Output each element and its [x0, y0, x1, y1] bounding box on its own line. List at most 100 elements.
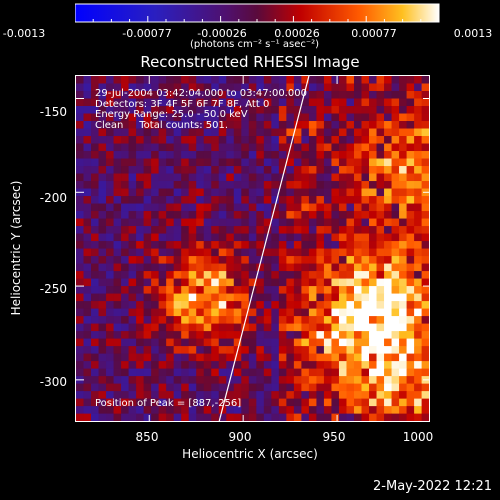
heatmap-cell [98, 233, 107, 242]
heatmap-cell [406, 308, 415, 317]
heatmap-cell [391, 218, 400, 227]
heatmap-cell [406, 196, 415, 205]
heatmap-cell [106, 106, 115, 114]
heatmap-cell [376, 301, 385, 310]
heatmap-cell [113, 143, 122, 152]
heatmap-cell [331, 166, 340, 175]
heatmap-cell [106, 128, 115, 137]
heatmap-cell [384, 136, 393, 145]
heatmap-cell [98, 413, 107, 421]
heatmap-cell [353, 398, 362, 407]
heatmap-cell [203, 151, 212, 160]
heatmap-cell [399, 331, 408, 340]
heatmap-cell [158, 241, 167, 250]
heatmap-cell [353, 128, 362, 137]
heatmap-cell [301, 316, 310, 325]
heatmap-cell [76, 301, 84, 310]
heatmap-cell [181, 113, 190, 122]
heatmap-cell [414, 376, 423, 385]
heatmap-cell [83, 233, 92, 242]
heatmap-cell [188, 286, 197, 295]
heatmap-cell [173, 211, 182, 220]
heatmap-cell [219, 421, 227, 422]
heatmap-cell [376, 76, 385, 84]
heatmap-cell [421, 301, 429, 310]
heatmap-cell [286, 316, 295, 325]
heatmap-cell [121, 203, 130, 212]
heatmap-cell [241, 83, 250, 92]
heatmap-cell [98, 301, 107, 310]
heatmap-cell [346, 128, 355, 137]
heatmap-cell [338, 331, 347, 340]
heatmap-cell [429, 189, 430, 197]
heatmap-cell [203, 383, 212, 392]
heatmap-cell [308, 391, 317, 400]
heatmap-cell [158, 353, 167, 362]
heatmap-cell [203, 113, 212, 122]
heatmap-cell [421, 383, 429, 392]
heatmap-cell [113, 91, 122, 99]
heatmap-cell [83, 91, 92, 99]
heatmap-cell [414, 323, 423, 332]
heatmap-cell [331, 346, 340, 355]
heatmap-cell [391, 136, 400, 145]
heatmap-cell [369, 263, 378, 272]
heatmap-cell [361, 398, 370, 407]
heatmap-cell [248, 316, 257, 325]
heatmap-cell [158, 158, 167, 167]
heatmap-cell [263, 368, 272, 377]
heatmap-cell [361, 166, 370, 175]
heatmap-cell [166, 406, 175, 415]
heatmap-cell [76, 151, 84, 160]
heatmap-cell [331, 308, 340, 317]
heatmap-cell [406, 338, 415, 347]
heatmap-cell [421, 181, 429, 190]
heatmap-cell [128, 226, 137, 235]
heatmap-cell [203, 376, 212, 385]
heatmap-cell [293, 398, 302, 407]
heatmap-cell [218, 376, 227, 385]
heatmap-cell [323, 271, 332, 280]
heatmap-cell [233, 241, 242, 250]
heatmap-cell [106, 331, 115, 340]
heatmap-cell [181, 391, 190, 400]
heatmap-cell [399, 143, 408, 152]
heatmap-cell [384, 203, 393, 212]
heatmap-cell [233, 83, 242, 92]
heatmap-cell [406, 143, 415, 152]
heatmap-cell [406, 128, 415, 137]
heatmap-cell [98, 173, 107, 182]
heatmap-cell [136, 398, 145, 407]
heatmap-cell [241, 233, 250, 242]
heatmap-cell [384, 391, 393, 400]
heatmap-cell [323, 391, 332, 400]
heatmap-cell [158, 76, 167, 84]
heatmap-cell [286, 128, 295, 137]
heatmap-cell [399, 316, 408, 325]
heatmap-cell [196, 323, 205, 332]
heatmap-cell [121, 166, 130, 175]
heatmap-cell [429, 279, 430, 287]
heatmap-cell [308, 121, 317, 129]
heatmap-cell [316, 203, 325, 212]
heatmap-cell [226, 151, 235, 160]
heatmap-cell [361, 218, 370, 227]
heatmap-cell [166, 166, 175, 175]
heatmap-cell [151, 331, 160, 340]
heatmap-cell [83, 406, 92, 415]
heatmap-cell [421, 196, 429, 205]
heatmap-cell [421, 293, 429, 302]
heatmap-cell [429, 249, 430, 257]
heatmap-cell [421, 271, 429, 280]
heatmap-cell [158, 263, 167, 272]
heatmap-cell [286, 158, 295, 167]
heatmap-cell [128, 83, 137, 92]
heatmap-cell [286, 218, 295, 227]
heatmap-cell [226, 158, 235, 167]
heatmap-cell [316, 383, 325, 392]
heatmap-cell [399, 271, 408, 280]
heatmap-cell [218, 256, 227, 265]
heatmap-cell [338, 181, 347, 190]
heatmap-cell [376, 256, 385, 265]
heatmap-cell [203, 76, 212, 84]
